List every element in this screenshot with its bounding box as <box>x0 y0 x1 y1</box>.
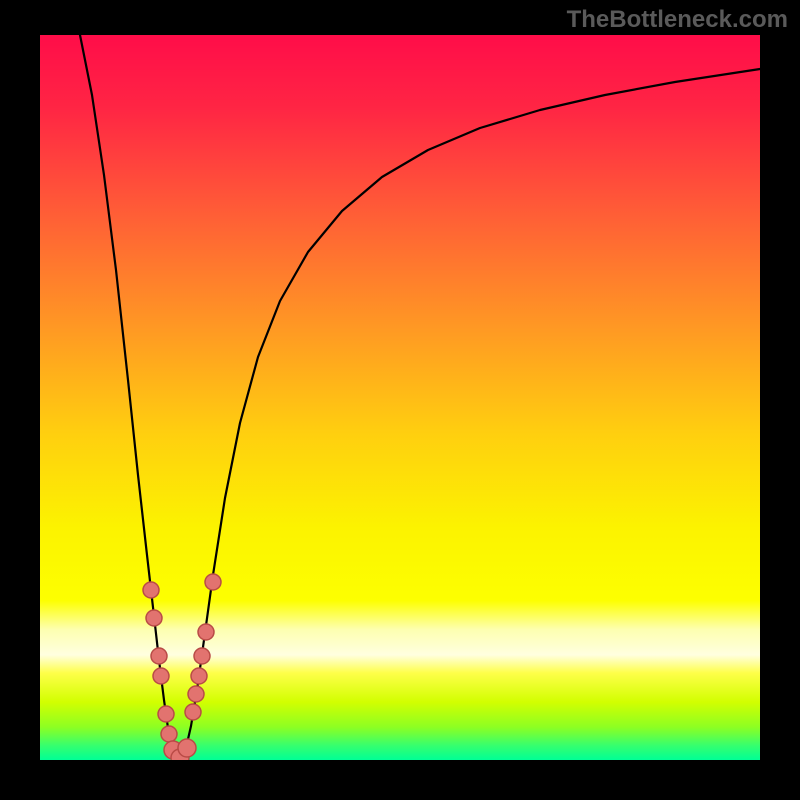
watermark-text: TheBottleneck.com <box>567 6 788 34</box>
chart-container: { "watermark": { "text": "TheBottleneck.… <box>0 0 800 800</box>
frame-bottom <box>0 760 800 800</box>
plot-gradient-background <box>40 35 760 760</box>
frame-right <box>760 0 800 800</box>
frame-left <box>0 0 40 800</box>
